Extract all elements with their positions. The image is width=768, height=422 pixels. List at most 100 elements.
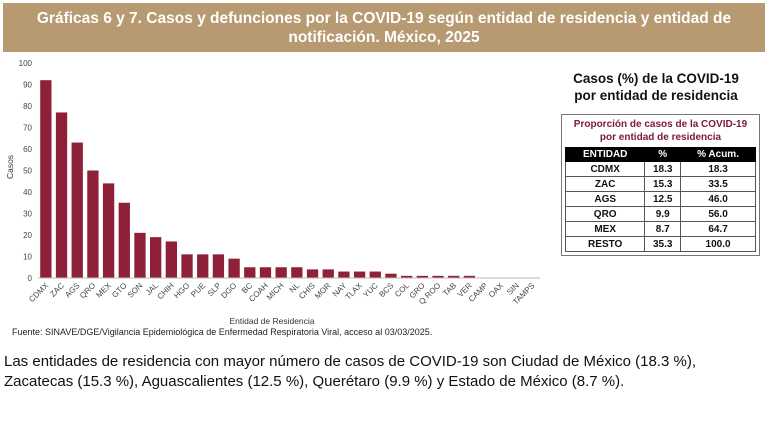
x-tick-label: MEX bbox=[94, 281, 113, 300]
cell-percent: 8.7 bbox=[644, 221, 682, 237]
table-row: QRO 9.9 56.0 bbox=[564, 206, 756, 222]
x-tick-label: CHIS bbox=[297, 281, 317, 301]
x-tick-label: OAX bbox=[487, 281, 506, 300]
bars-group bbox=[40, 80, 476, 278]
banner-title-line2: notificación. México, 2025 bbox=[288, 29, 480, 46]
side-title: Casos (%) de la COVID-19 por entidad de … bbox=[548, 70, 764, 104]
bar-col bbox=[401, 275, 413, 278]
bar-chih bbox=[165, 241, 177, 278]
x-tick-label: YUC bbox=[361, 281, 379, 299]
x-tick-label: PUE bbox=[189, 281, 207, 299]
x-tick-label: ZAC bbox=[48, 281, 66, 299]
bar-mich bbox=[275, 267, 287, 278]
bar-gto bbox=[118, 202, 130, 278]
cell-percent: 18.3 bbox=[644, 161, 682, 177]
side-title-line1: Casos (%) de la COVID-19 bbox=[573, 71, 739, 86]
cell-percent: 9.9 bbox=[644, 206, 682, 222]
x-tick-label: BCS bbox=[377, 281, 395, 299]
y-tick-label: 20 bbox=[23, 231, 32, 240]
bar-qro bbox=[87, 170, 99, 278]
table-row: MEX 8.7 64.7 bbox=[564, 221, 756, 237]
bar-dgo bbox=[228, 258, 240, 278]
bar-chart: Casos 0 10 20 30 40 50 60 70 80 90 100 CDMXZACAGSQ… bbox=[5, 59, 540, 326]
bar-nay bbox=[338, 271, 350, 278]
header-cumulative: % Acum. bbox=[680, 147, 756, 162]
cell-entidad: ZAC bbox=[564, 176, 646, 192]
y-tick-label: 70 bbox=[23, 124, 32, 133]
x-tick-label: TAB bbox=[441, 281, 458, 298]
cell-cumulative: 46.0 bbox=[680, 191, 756, 207]
bar-q-roo bbox=[432, 275, 444, 278]
table-caption-line2: por entidad de residencia bbox=[599, 132, 722, 143]
bar-tab bbox=[448, 275, 460, 278]
y-axis: 0 10 20 30 40 50 60 70 80 90 100 bbox=[19, 59, 33, 283]
cell-entidad: QRO bbox=[564, 206, 646, 222]
summary-text: Las entidades de residencia con mayor nú… bbox=[4, 353, 697, 390]
bar-chis bbox=[306, 269, 319, 278]
y-tick-label: 10 bbox=[23, 253, 32, 262]
bar-cdmx bbox=[40, 80, 52, 278]
cell-cumulative: 33.5 bbox=[680, 176, 756, 192]
bar-zac bbox=[55, 112, 68, 278]
cell-percent: 15.3 bbox=[644, 176, 682, 192]
y-tick-label: 90 bbox=[23, 81, 32, 90]
x-tick-label: TLAX bbox=[343, 281, 364, 302]
table-row: RESTO 35.3 100.0 bbox=[564, 236, 756, 252]
cell-percent: 35.3 bbox=[644, 236, 682, 252]
y-axis-title: Casos bbox=[5, 155, 15, 179]
table-row: ZAC 15.3 33.5 bbox=[564, 176, 756, 192]
bar-ags bbox=[71, 142, 83, 278]
cell-entidad: MEX bbox=[564, 221, 646, 237]
bar-tlax bbox=[353, 271, 366, 278]
bar-slp bbox=[212, 254, 225, 278]
y-tick-label: 100 bbox=[19, 59, 33, 68]
bar-bcs bbox=[385, 273, 397, 278]
table-caption: Proporción de casos de la COVID-19 por e… bbox=[565, 118, 756, 144]
cell-cumulative: 100.0 bbox=[680, 236, 756, 252]
cell-cumulative: 18.3 bbox=[680, 161, 756, 177]
y-tick-label: 30 bbox=[23, 210, 32, 219]
bar-nl bbox=[291, 267, 303, 278]
bar-son bbox=[134, 232, 146, 278]
x-tick-label: GTO bbox=[110, 281, 129, 300]
proportion-table-box: Proporción de casos de la COVID-19 por e… bbox=[561, 114, 760, 256]
cell-entidad: RESTO bbox=[564, 236, 646, 252]
bar-mor bbox=[322, 269, 334, 278]
table-header-row: ENTIDAD % % Acum. bbox=[564, 147, 756, 162]
table-row: CDMX 18.3 18.3 bbox=[564, 161, 756, 177]
x-axis-title: Entidad de Residencia bbox=[229, 316, 314, 326]
proportion-table: ENTIDAD % % Acum. CDMX 18.3 18.3 ZAC 15.… bbox=[564, 147, 756, 252]
x-tick-label: MOR bbox=[313, 281, 333, 301]
bar-gro bbox=[416, 275, 428, 278]
bar-jal bbox=[150, 237, 162, 278]
y-tick-label: 50 bbox=[23, 167, 32, 176]
y-tick-label: 0 bbox=[28, 274, 33, 283]
side-title-line2: por entidad de residencia bbox=[574, 88, 738, 103]
cell-cumulative: 64.7 bbox=[680, 221, 756, 237]
cell-cumulative: 56.0 bbox=[680, 206, 756, 222]
x-tick-label: QRO bbox=[78, 281, 97, 300]
x-tick-label: MICH bbox=[265, 281, 286, 302]
y-tick-label: 60 bbox=[23, 145, 32, 154]
table-caption-line1: Proporción de casos de la COVID-19 bbox=[573, 119, 748, 130]
y-tick-label: 80 bbox=[23, 102, 32, 111]
bar-yuc bbox=[369, 271, 381, 278]
x-tick-label: CHIH bbox=[156, 281, 176, 301]
x-tick-label: DGO bbox=[219, 281, 238, 300]
source-note: Fuente: SINAVE/DGE/Vigilancia Epidemioló… bbox=[12, 327, 433, 337]
x-tick-label: HGO bbox=[172, 281, 191, 300]
y-tick-label: 40 bbox=[23, 188, 32, 197]
bar-hgo bbox=[181, 254, 193, 278]
bar-mex bbox=[102, 183, 115, 278]
x-tick-label: SON bbox=[126, 281, 145, 300]
bar-bc bbox=[244, 267, 256, 278]
bar-ver bbox=[463, 275, 476, 278]
chart-banner: Gráficas 6 y 7. Casos y defunciones por … bbox=[3, 3, 765, 52]
cell-entidad: CDMX bbox=[564, 161, 646, 177]
header-percent: % bbox=[644, 147, 682, 162]
banner-title-line1: Gráficas 6 y 7. Casos y defunciones por … bbox=[36, 10, 732, 27]
table-row: AGS 12.5 46.0 bbox=[564, 191, 756, 207]
cell-percent: 12.5 bbox=[644, 191, 682, 207]
bar-pue bbox=[197, 254, 209, 278]
